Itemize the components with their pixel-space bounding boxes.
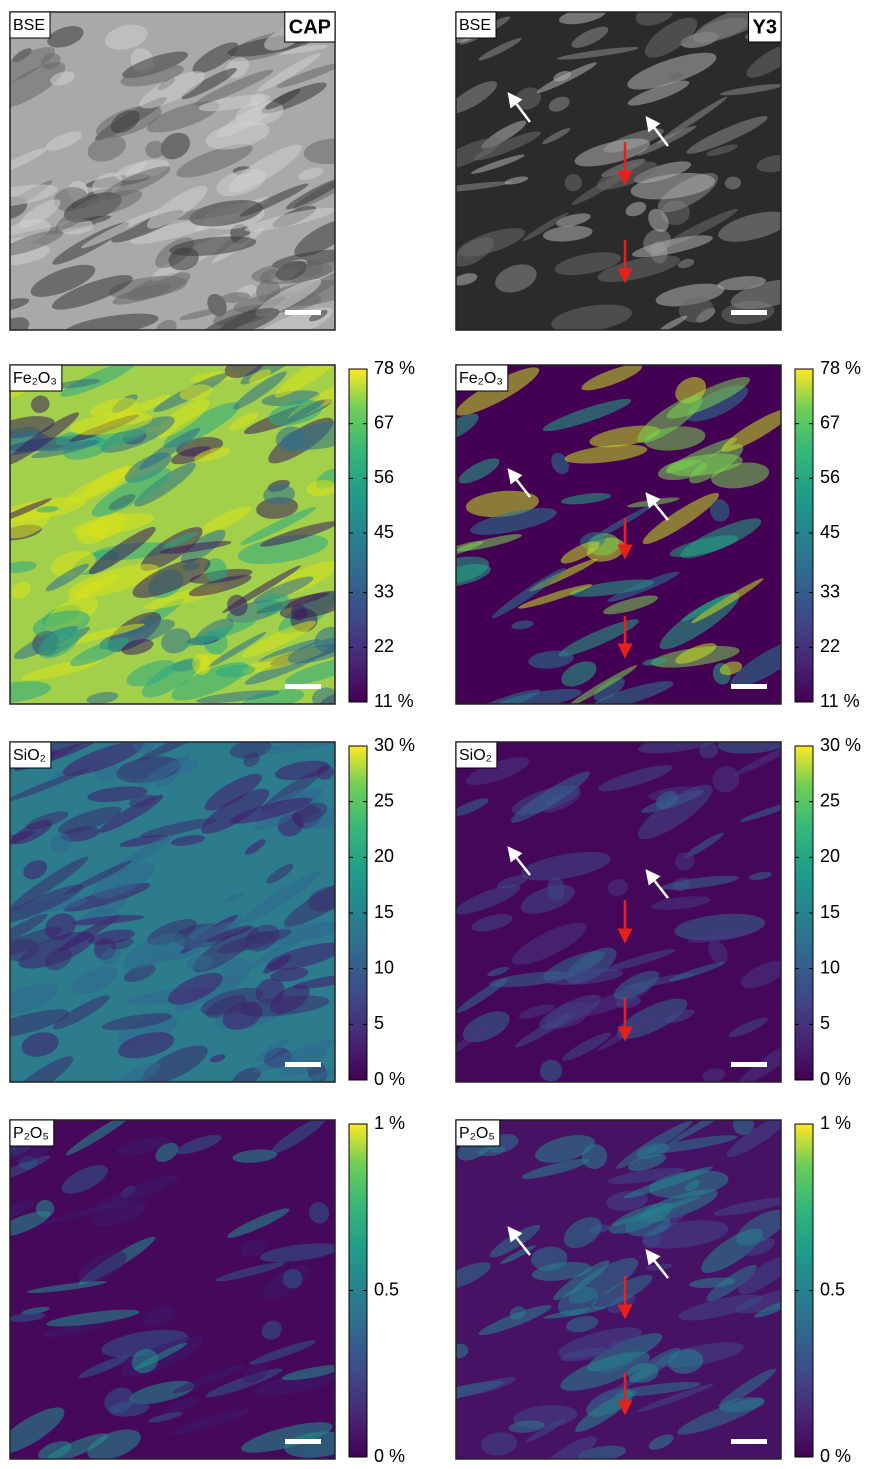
colorbar-tick-label: 11 % (374, 691, 414, 711)
panel: Fe₂O₃ 78 % 67 56 45 33 22 11 % (0, 341, 415, 715)
panel-label: BSE (459, 17, 491, 34)
map-image (0, 0, 360, 355)
colorbar-tick-label: 1 % (820, 1113, 851, 1133)
scale-bar (731, 1439, 767, 1444)
scale-bar (731, 310, 767, 315)
colorbar-tick-label: 20 (820, 846, 840, 866)
colorbar-tick-label: 30 % (820, 735, 861, 755)
panel: BSE Y3 (422, 0, 813, 337)
scale-bar (731, 1062, 767, 1067)
sample-label: CAP (289, 16, 331, 38)
map-image (0, 341, 364, 715)
map-image (421, 359, 811, 719)
colorbar-tick-label: 5 (374, 1013, 384, 1033)
colorbar-tick-label: 0 % (374, 1446, 405, 1466)
panel: SiO₂ 30 % 25 20 15 10 5 0 % (0, 725, 415, 1108)
colorbar (795, 369, 813, 702)
colorbar-tick-label: 22 (820, 636, 840, 656)
scale-bar (731, 684, 767, 689)
map-image (0, 1107, 352, 1468)
panel-label: SiO₂ (13, 747, 46, 764)
panel-label: Fe₂O₃ (459, 370, 503, 387)
panel: P₂O₅ 1 % 0.5 0 % (0, 1107, 405, 1468)
colorbar-tick-label: 15 (820, 902, 840, 922)
colorbar-tick-label: 20 (374, 846, 394, 866)
colorbar-tick-label: 11 % (820, 691, 860, 711)
map-image (422, 0, 813, 337)
colorbar-tick-label: 33 (374, 581, 394, 601)
colorbar-tick-label: 25 (374, 790, 394, 810)
panel-label: BSE (13, 17, 45, 34)
colorbar (349, 369, 367, 702)
panel-label: P₂O₅ (459, 1125, 495, 1142)
colorbar-tick-label: 67 (820, 412, 840, 432)
colorbar-tick-label: 0 % (820, 1069, 851, 1089)
colorbar-tick-label: 10 (374, 957, 394, 977)
scale-bar (285, 310, 321, 315)
panel-label: SiO₂ (459, 747, 492, 764)
colorbar-tick-label: 0 % (820, 1446, 851, 1466)
scale-bar (285, 1062, 321, 1067)
colorbar-tick-label: 33 (820, 581, 840, 601)
colorbar-tick-label: 0 % (374, 1069, 405, 1089)
colorbar-tick-label: 30 % (374, 735, 415, 755)
colorbar-tick-label: 10 (820, 957, 840, 977)
colorbar-tick-label: 0.5 (820, 1279, 845, 1299)
colorbar-tick-label: 78 % (820, 358, 861, 378)
panel: Fe₂O₃ 78 % 67 56 45 33 22 11 % (421, 358, 862, 720)
colorbar-tick-label: 0.5 (374, 1279, 399, 1299)
map-image (416, 1094, 828, 1469)
colorbar-tick-label: 56 (820, 467, 840, 487)
figure: BSE CAP BSE Y3 Fe₂O₃ 78 % 67 56 45 33 22 11 % Fe₂O₃ 7… (0, 0, 875, 1469)
panel-label: P₂O₅ (13, 1125, 49, 1142)
colorbar-tick-label: 78 % (374, 358, 415, 378)
colorbar-tick-label: 15 (374, 902, 394, 922)
colorbar-tick-label: 1 % (374, 1113, 405, 1133)
scale-bar (285, 1439, 321, 1444)
scale-bar (285, 684, 321, 689)
colorbar-tick-label: 67 (374, 412, 394, 432)
panel: SiO₂ 30 % 25 20 15 10 5 0 % (434, 727, 861, 1092)
colorbar-tick-label: 25 (820, 790, 840, 810)
panel: P₂O₅ 1 % 0.5 0 % (416, 1094, 851, 1469)
map-image (0, 725, 372, 1108)
panel-label: Fe₂O₃ (13, 370, 57, 387)
colorbar-tick-label: 5 (820, 1013, 830, 1033)
panel: BSE CAP (0, 0, 360, 355)
sample-label: Y3 (753, 16, 777, 38)
colorbar-tick-label: 56 (374, 467, 394, 487)
colorbar-tick-label: 22 (374, 636, 394, 656)
colorbar-tick-label: 45 (820, 522, 840, 542)
colorbar-tick-label: 45 (374, 522, 394, 542)
